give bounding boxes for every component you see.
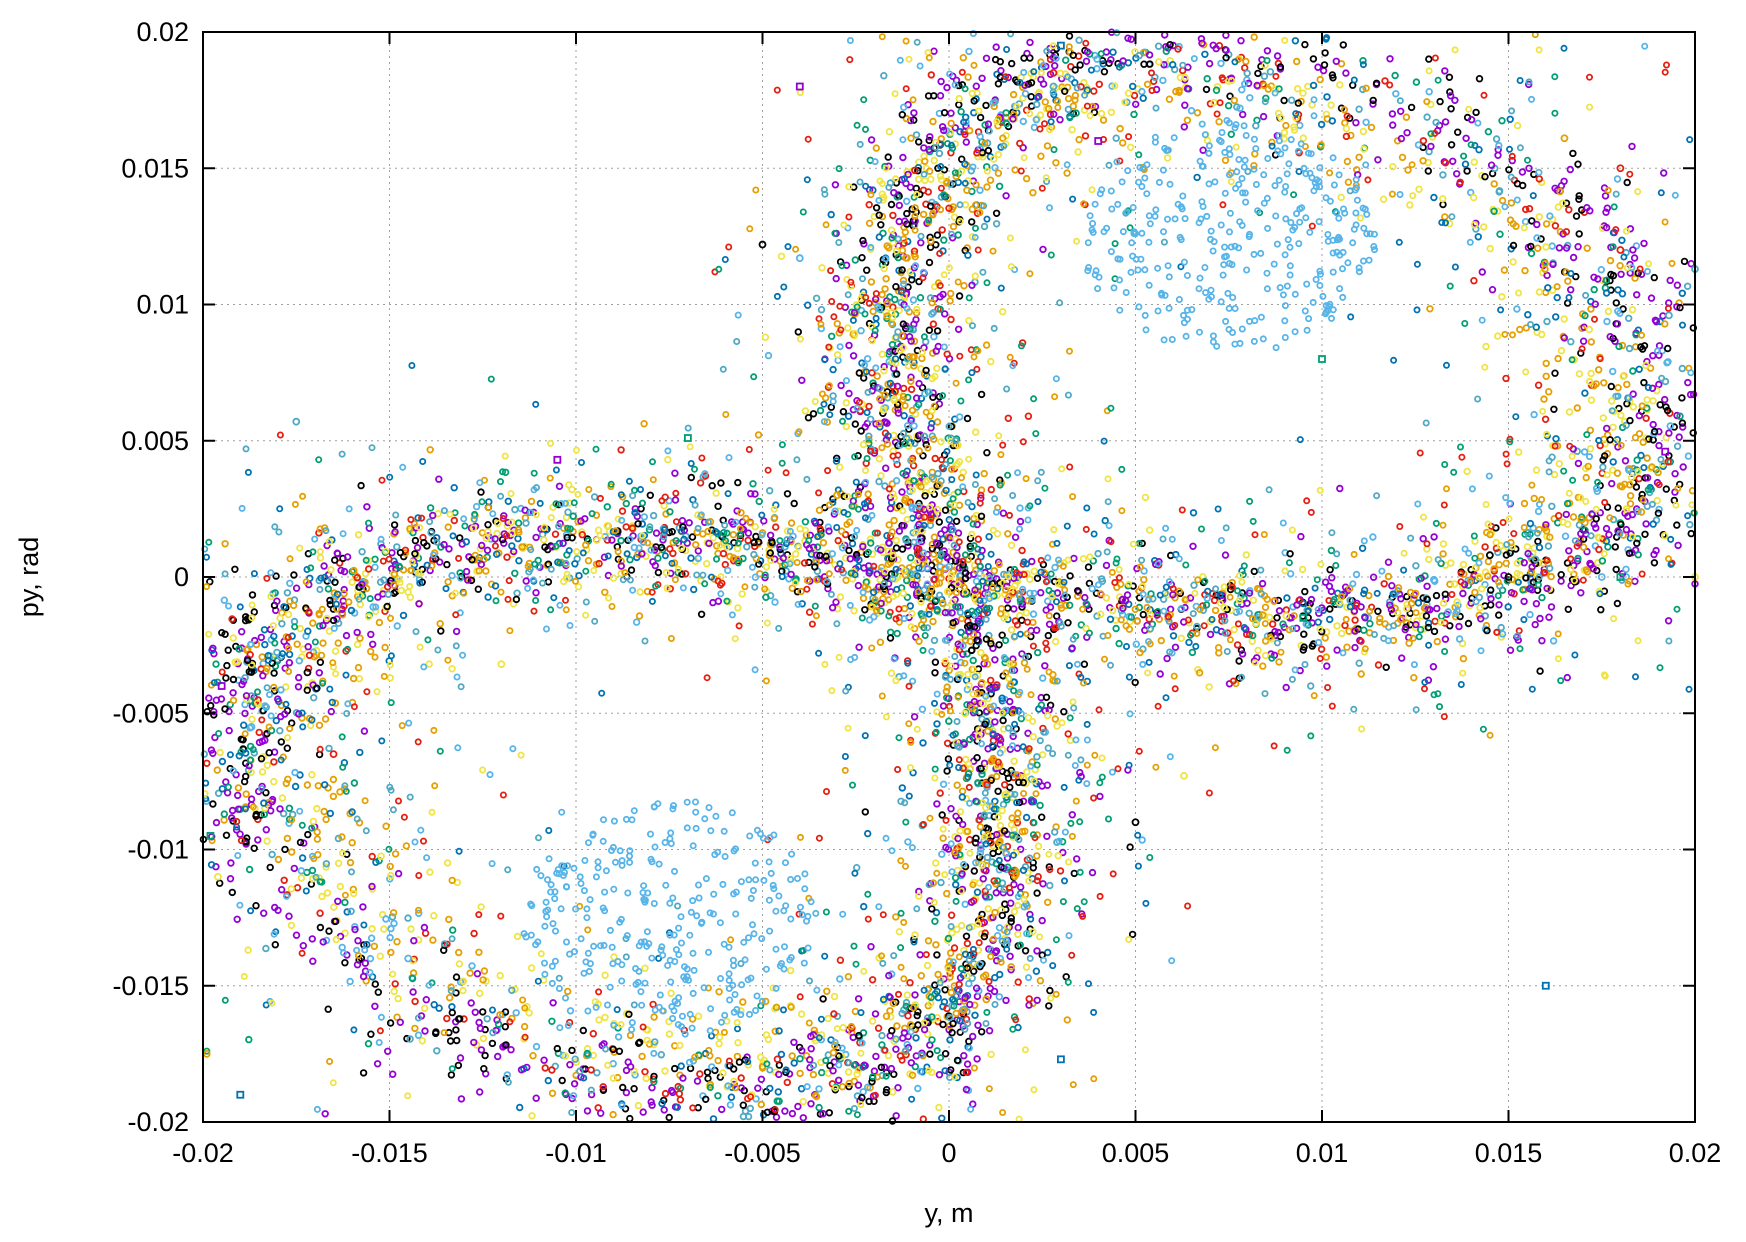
data-point <box>217 682 226 690</box>
y-tick-label: 0.01 <box>136 290 189 320</box>
data-points <box>202 41 1699 1099</box>
data-point <box>1049 82 1058 91</box>
x-tick-label: -0.02 <box>172 1138 234 1168</box>
data-point <box>236 1090 245 1099</box>
data-point <box>1616 164 1625 173</box>
data-point <box>404 954 413 963</box>
data-point <box>1180 772 1188 780</box>
x-tick-label: -0.005 <box>724 1138 801 1168</box>
y-tick-label: 0.015 <box>121 153 189 183</box>
data-point <box>795 82 804 91</box>
x-tick-label: 0.02 <box>1669 1138 1722 1168</box>
x-tick-label: 0.015 <box>1475 1138 1543 1168</box>
point-cloud <box>199 28 1699 1125</box>
y-axis-label: py, rad <box>14 537 44 618</box>
data-point <box>553 455 562 464</box>
data-point <box>795 254 804 263</box>
data-point <box>1049 68 1058 77</box>
x-tick-labels: -0.02 -0.015 -0.01 -0.005 0 0.005 0.01 0.015 0.0… <box>172 1138 1721 1168</box>
data-point <box>1057 41 1065 50</box>
data-point <box>982 995 991 1004</box>
data-point <box>303 668 312 677</box>
data-point <box>1504 573 1513 581</box>
y-tick-label: 0.02 <box>136 17 189 47</box>
data-point <box>1597 573 1606 581</box>
data-point <box>497 660 506 669</box>
data-point <box>292 417 301 426</box>
data-point <box>1616 246 1625 254</box>
data-point <box>206 831 215 840</box>
y-tick-label: 0.005 <box>121 426 189 456</box>
y-tick-label: -0.015 <box>112 971 189 1001</box>
data-point <box>758 240 767 249</box>
data-point <box>1430 575 1438 584</box>
y-tick-label: -0.02 <box>127 1107 189 1137</box>
data-point <box>1560 134 1569 143</box>
data-point <box>1094 137 1103 145</box>
x-tick-label: 0.01 <box>1296 1138 1349 1168</box>
y-tick-label: 0 <box>174 562 189 592</box>
data-point <box>1057 1055 1065 1064</box>
data-point <box>1131 818 1140 827</box>
tick-marks <box>202 31 1696 1123</box>
x-tick-label: 0 <box>941 1138 956 1168</box>
data-point <box>1661 447 1670 456</box>
y-tick-labels: 0.02 0.015 0.01 0.005 0 -0.005 -0.01 -0.015 -0.0… <box>112 17 189 1137</box>
data-point <box>329 750 338 759</box>
data-point <box>247 722 256 731</box>
data-point <box>1318 355 1326 363</box>
data-point <box>1664 311 1673 320</box>
y-tick-label: -0.005 <box>112 698 189 728</box>
data-point <box>1299 613 1308 622</box>
data-point <box>1616 573 1625 581</box>
data-point <box>1485 551 1494 560</box>
x-axis-label: y, m <box>925 1198 974 1228</box>
data-point <box>684 434 692 442</box>
x-tick-label: -0.015 <box>351 1138 428 1168</box>
data-point <box>833 491 841 500</box>
y-tick-label: -0.01 <box>127 835 189 865</box>
x-tick-label: 0.005 <box>1102 1138 1170 1168</box>
data-point <box>1541 981 1550 990</box>
x-tick-label: -0.01 <box>545 1138 607 1168</box>
data-point <box>214 872 222 881</box>
